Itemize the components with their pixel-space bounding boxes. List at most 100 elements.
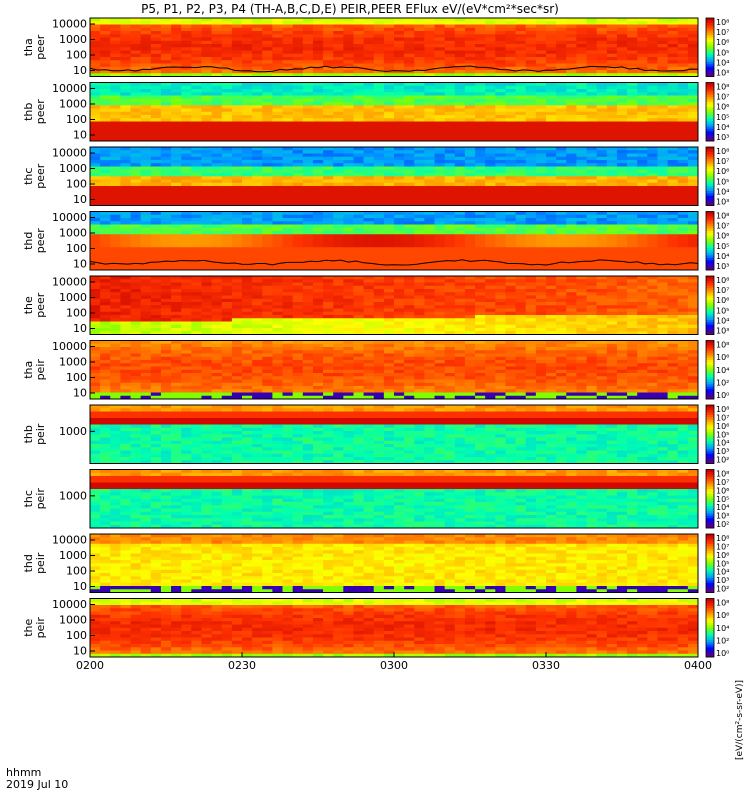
heatmap-cell <box>181 182 192 187</box>
heatmap-cell <box>383 82 395 87</box>
heatmap-cell <box>687 37 699 42</box>
heatmap-cell <box>252 73 263 77</box>
colorbar-tick-label: 10⁴ <box>716 252 729 261</box>
heatmap-cell <box>535 202 547 206</box>
colorbar-swatch <box>706 156 714 160</box>
heatmap-cell <box>657 66 668 71</box>
heatmap-cell <box>221 160 233 164</box>
heatmap-cell <box>667 92 679 96</box>
heatmap-cell <box>343 321 354 326</box>
heatmap-cell <box>485 92 496 96</box>
heatmap-cell <box>454 182 466 187</box>
heatmap-cell <box>211 124 223 129</box>
heatmap-cell <box>312 179 324 184</box>
heatmap-cell <box>90 302 101 306</box>
heatmap-cell <box>485 134 496 139</box>
heatmap-cell <box>302 211 314 216</box>
heatmap-cell <box>515 179 527 184</box>
heatmap-cell <box>667 153 679 158</box>
heatmap-cell <box>505 24 516 29</box>
heatmap-cell <box>637 163 648 167</box>
heatmap-cell <box>627 50 638 55</box>
heatmap-cell <box>546 53 557 58</box>
heatmap-cell <box>485 21 496 25</box>
heatmap-cell <box>262 192 273 197</box>
heatmap-cell <box>495 50 506 55</box>
heatmap-cell <box>160 202 172 206</box>
heatmap-cell <box>312 324 324 329</box>
heatmap-cell <box>120 24 131 29</box>
heatmap-cell <box>231 311 243 316</box>
heatmap-cell <box>130 31 142 35</box>
heatmap-cell <box>627 21 638 25</box>
heatmap-cell <box>110 260 121 264</box>
heatmap-cell <box>606 57 618 61</box>
heatmap-cell <box>495 211 506 216</box>
heatmap-cell <box>616 92 628 96</box>
heatmap-cell <box>677 179 689 184</box>
heatmap-cell <box>596 111 608 116</box>
heatmap-cell <box>343 324 354 329</box>
heatmap-cell <box>211 160 223 164</box>
heatmap-cell <box>647 221 658 225</box>
heatmap-cell <box>171 289 182 293</box>
heatmap-cell <box>140 118 152 122</box>
heatmap-cell <box>130 131 142 135</box>
heatmap-cell <box>394 211 405 216</box>
heatmap-cell <box>343 237 354 242</box>
heatmap-cell <box>282 176 294 180</box>
heatmap-cell <box>363 137 375 142</box>
heatmap-cell <box>596 63 608 68</box>
heatmap-cell <box>627 34 638 38</box>
heatmap-cell <box>292 328 304 332</box>
heatmap-cell <box>637 34 648 38</box>
heatmap-cell <box>687 128 699 132</box>
heatmap-cell <box>252 128 263 132</box>
heatmap-cell <box>475 244 486 248</box>
heatmap-cell <box>434 24 446 29</box>
heatmap-cell <box>201 195 212 200</box>
heatmap-cell <box>333 57 344 61</box>
heatmap-cell <box>353 263 364 268</box>
heatmap-cell <box>495 18 506 22</box>
heatmap-cell <box>302 24 314 29</box>
heatmap-cell <box>323 118 334 122</box>
heatmap-cell <box>100 115 111 119</box>
heatmap-cell <box>221 315 233 319</box>
heatmap-cell <box>312 182 324 187</box>
heatmap-cell <box>181 153 192 158</box>
heatmap-cell <box>211 95 223 100</box>
heatmap-cell <box>252 166 263 171</box>
heatmap-cell <box>404 189 415 193</box>
heatmap-cell <box>171 221 182 225</box>
heatmap-cell <box>221 115 233 119</box>
heatmap-cell <box>505 214 516 219</box>
heatmap-cell <box>323 137 334 142</box>
heatmap-cell <box>221 40 233 45</box>
heatmap-cell <box>546 240 557 245</box>
heatmap-cell <box>505 21 516 25</box>
heatmap-cell <box>252 189 263 193</box>
heatmap-cell <box>485 192 496 197</box>
heatmap-cell <box>353 169 364 174</box>
heatmap-cell <box>343 53 354 58</box>
heatmap-cell <box>302 199 314 203</box>
heatmap-cell <box>566 92 577 96</box>
heatmap-cell <box>414 70 425 74</box>
panel-frame <box>89 211 699 271</box>
heatmap-cell <box>302 44 314 48</box>
heatmap-cell <box>221 260 233 264</box>
heatmap-cell <box>252 47 263 51</box>
heatmap-cell <box>677 124 689 129</box>
heatmap-cell <box>150 282 162 287</box>
heatmap-cell <box>495 150 506 154</box>
heatmap-cell <box>181 169 192 174</box>
heatmap-cell <box>150 27 162 32</box>
heatmap-cell <box>181 150 192 154</box>
heatmap-cell <box>140 240 152 245</box>
heatmap-cell <box>606 82 618 87</box>
heatmap-cell <box>525 221 537 225</box>
heatmap-cell <box>495 92 506 96</box>
heatmap-cell <box>150 73 162 77</box>
heatmap-cell <box>363 21 375 25</box>
